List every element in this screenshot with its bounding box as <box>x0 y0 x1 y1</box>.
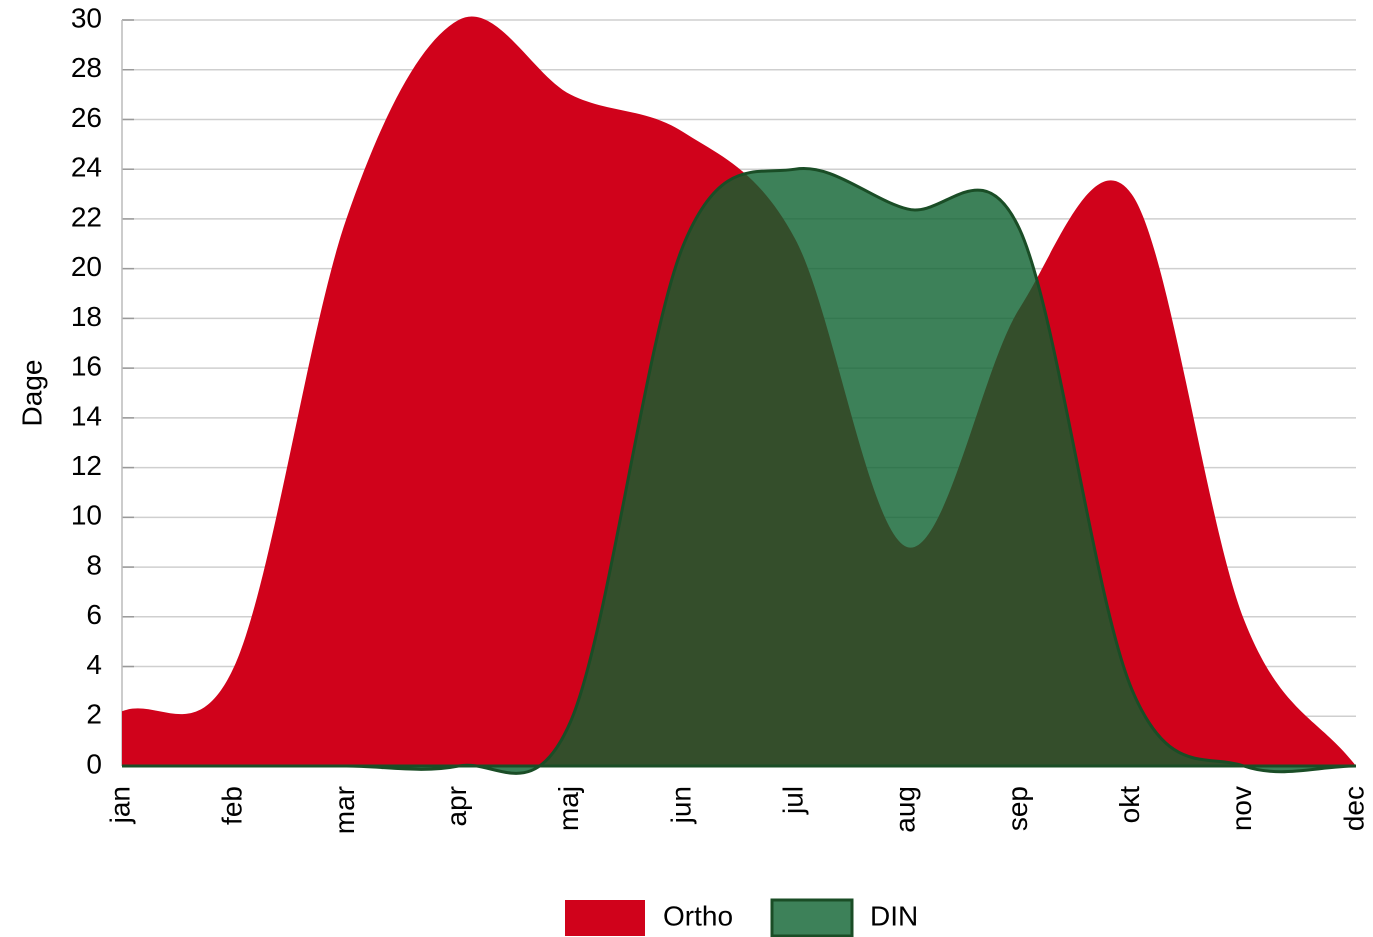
area <box>122 166 1357 775</box>
y-tick-label: 26 <box>71 102 102 133</box>
x-tick-label: mar <box>329 786 360 834</box>
y-tick-label: 2 <box>86 699 102 730</box>
x-tick-label: nov <box>1226 786 1257 831</box>
y-tick-label: 28 <box>71 52 102 83</box>
x-tick-label: jul <box>777 786 808 815</box>
y-tick-label: 18 <box>71 301 102 332</box>
y-tick-label: 12 <box>71 450 102 481</box>
legend-label: DIN <box>870 900 918 931</box>
x-tick-label: apr <box>441 786 472 826</box>
y-tick-label: 6 <box>86 599 102 630</box>
x-tick-label: sep <box>1002 786 1033 831</box>
x-tick-label: maj <box>553 786 584 831</box>
y-tick-label: 14 <box>71 400 102 431</box>
x-tick-label: aug <box>890 786 921 833</box>
legend-swatch <box>770 898 854 937</box>
legend-swatch <box>565 900 645 936</box>
y-tick-label: 22 <box>71 201 102 232</box>
y-tick-label: 10 <box>71 500 102 531</box>
y-tick-label: 8 <box>86 549 102 580</box>
y-tick-label: 16 <box>71 351 102 382</box>
x-tick-label: jun <box>665 786 696 824</box>
x-tick-label: dec <box>1338 786 1369 831</box>
x-tick-label: okt <box>1114 786 1145 824</box>
x-tick-label: feb <box>217 786 248 825</box>
y-axis-label: Dage <box>16 360 47 427</box>
y-tick-label: 20 <box>71 251 102 282</box>
legend-label: Ortho <box>663 900 733 931</box>
y-tick-label: 30 <box>71 2 102 33</box>
y-tick-label: 4 <box>86 649 102 680</box>
y-tick-label: 24 <box>71 152 102 183</box>
x-tick-label: jan <box>104 786 135 824</box>
y-tick-label: 0 <box>86 748 102 779</box>
